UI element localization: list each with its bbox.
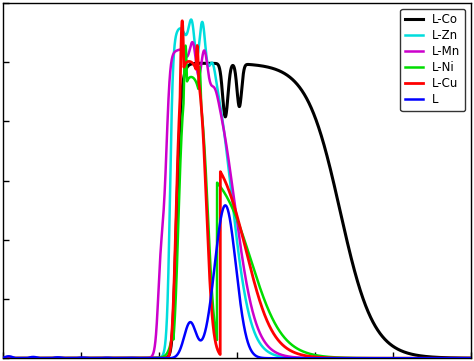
L-Cu — [459, 356, 465, 360]
L-Co — [180, 85, 185, 89]
L — [409, 356, 415, 360]
L — [468, 356, 474, 360]
L — [222, 203, 228, 208]
L-Ni — [54, 356, 59, 360]
L-Mn — [190, 40, 195, 44]
L-Ni — [409, 356, 415, 360]
L-Cu — [468, 356, 474, 360]
L — [54, 355, 59, 360]
Line: L-Zn: L-Zn — [3, 19, 471, 358]
L-Co — [468, 356, 474, 360]
L-Zn — [459, 356, 465, 360]
L-Co — [0, 356, 6, 360]
L-Ni — [200, 123, 206, 127]
L-Ni — [459, 356, 465, 360]
L-Zn — [188, 17, 194, 22]
L-Mn — [180, 49, 185, 53]
Line: L-Ni: L-Ni — [3, 45, 471, 358]
L-Mn — [0, 356, 6, 360]
L-Cu — [81, 356, 87, 360]
L-Zn — [180, 28, 185, 32]
Legend: L-Co, L-Zn, L-Mn, L-Ni, L-Cu, L: L-Co, L-Zn, L-Mn, L-Ni, L-Cu, L — [401, 9, 465, 111]
L-Ni — [81, 356, 87, 360]
L-Ni — [468, 356, 474, 360]
L-Zn — [200, 21, 206, 25]
Line: L-Co: L-Co — [3, 63, 471, 358]
L-Co — [459, 356, 465, 360]
L-Zn — [54, 356, 59, 360]
L-Ni — [182, 43, 188, 48]
L-Zn — [409, 356, 415, 360]
L — [180, 340, 185, 344]
L-Cu — [179, 19, 185, 23]
L-Ni — [0, 356, 6, 360]
L-Cu — [0, 356, 6, 360]
L-Mn — [81, 356, 87, 360]
L-Co — [81, 356, 87, 360]
L-Mn — [200, 52, 206, 56]
L-Co — [54, 356, 59, 360]
Line: L: L — [3, 205, 471, 358]
L-Co — [409, 352, 415, 356]
L-Mn — [409, 356, 415, 360]
L — [12, 356, 18, 360]
L — [0, 356, 6, 360]
L-Mn — [54, 356, 59, 360]
L — [82, 356, 87, 360]
L-Zn — [0, 356, 6, 360]
L — [459, 356, 465, 360]
L-Ni — [180, 117, 185, 121]
L-Cu — [180, 21, 185, 26]
Line: L-Cu: L-Cu — [3, 21, 471, 358]
L-Co — [199, 61, 205, 65]
L-Mn — [459, 356, 465, 360]
L-Zn — [81, 356, 87, 360]
Line: L-Mn: L-Mn — [3, 42, 471, 358]
L-Cu — [409, 356, 415, 360]
L-Zn — [468, 356, 474, 360]
L — [200, 336, 206, 340]
L-Cu — [54, 356, 59, 360]
L-Cu — [200, 128, 206, 132]
L-Co — [200, 61, 206, 65]
L-Mn — [468, 356, 474, 360]
